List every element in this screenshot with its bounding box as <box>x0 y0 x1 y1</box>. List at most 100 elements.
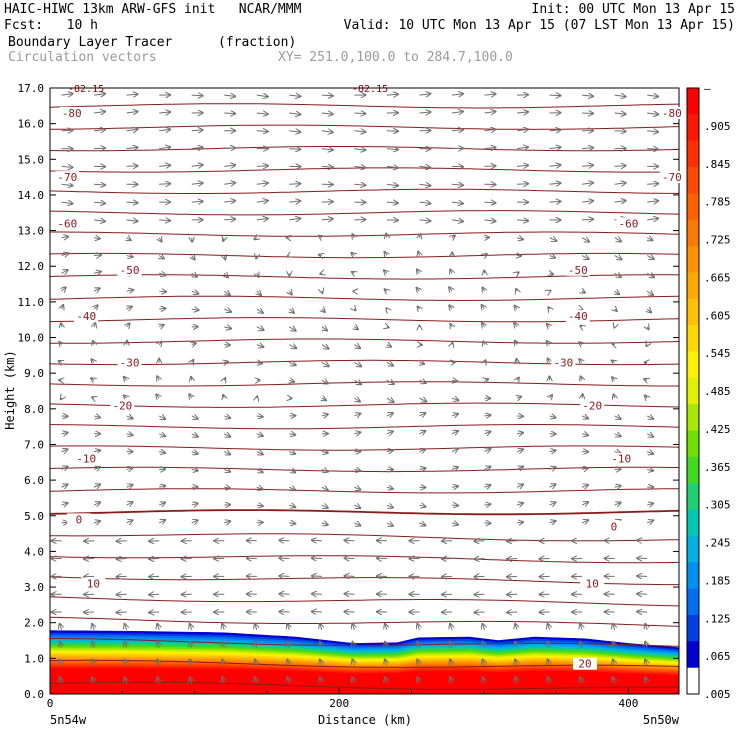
wind-vector <box>289 201 300 202</box>
wind-vector <box>256 166 268 167</box>
contour-line <box>49 466 679 473</box>
colorbar-swatch <box>687 351 699 379</box>
wind-vector <box>582 165 593 166</box>
wind-vector <box>91 378 94 380</box>
wind-vector <box>449 287 452 291</box>
wind-vector <box>419 112 430 113</box>
wind-vector <box>289 309 294 313</box>
wind-vector <box>287 624 289 630</box>
contour-label: -30 <box>553 356 573 369</box>
wind-vector <box>92 397 94 398</box>
wind-vector <box>647 184 658 185</box>
wind-vector <box>92 660 94 666</box>
wind-vector <box>157 677 159 684</box>
wind-vector <box>127 307 132 310</box>
wind-vector <box>386 202 398 203</box>
wind-vector <box>289 523 295 524</box>
wind-vector <box>549 416 556 418</box>
y-tick-label: 13.0 <box>18 225 45 238</box>
wind-vector <box>419 523 425 526</box>
wind-vector <box>581 434 588 436</box>
contour-line <box>49 274 680 280</box>
wind-vector <box>580 326 582 327</box>
contour-label-bg <box>580 577 605 590</box>
wind-vector <box>126 129 138 130</box>
wind-vector <box>451 414 458 416</box>
contour-line <box>49 381 679 387</box>
wind-vector <box>516 449 523 451</box>
y-tick-label: 9.0 <box>24 367 44 380</box>
wind-vector <box>127 238 131 241</box>
wind-vector <box>256 131 268 132</box>
y-tick-label: 15.0 <box>18 153 45 166</box>
wind-vector <box>224 434 230 437</box>
colorbar-label: .245 <box>704 537 731 550</box>
wind-vector <box>386 487 393 489</box>
wind-vector <box>59 361 62 363</box>
wind-vector <box>224 113 235 114</box>
colorbar-label: .905 <box>704 120 731 133</box>
wind-vector <box>320 624 322 630</box>
wind-vector <box>94 323 95 327</box>
colorbar-swatch <box>687 140 699 168</box>
wind-vector <box>615 309 617 311</box>
wind-vector <box>94 220 105 222</box>
wind-vector <box>614 95 626 96</box>
wind-vector <box>61 166 73 167</box>
wind-vector <box>579 359 582 362</box>
wind-vector <box>645 624 647 630</box>
wind-vector <box>256 256 257 259</box>
wind-vector <box>127 323 130 326</box>
colorbar-label: – <box>704 82 711 95</box>
wind-vector <box>256 487 263 489</box>
contour-line <box>49 681 680 690</box>
wind-vector <box>60 624 62 630</box>
y-tick-label: 11.0 <box>18 296 45 309</box>
wind-vector <box>417 269 420 273</box>
wind-vector <box>482 288 484 292</box>
wind-vector <box>354 166 365 167</box>
wind-vector <box>94 94 105 95</box>
wind-vector <box>614 131 626 132</box>
wind-vector <box>190 624 192 630</box>
wind-vector <box>485 254 487 256</box>
wind-vector <box>549 130 561 131</box>
contour-line <box>50 424 680 430</box>
wind-vector <box>354 505 360 508</box>
colorbar-swatch <box>687 114 699 142</box>
wind-vector <box>646 273 654 277</box>
contour-line <box>49 188 680 194</box>
wind-vector <box>485 360 486 362</box>
colorbar-label: .125 <box>704 612 731 625</box>
contour-label: 20 <box>578 658 591 671</box>
wind-vector <box>419 94 430 95</box>
wind-vector <box>582 468 588 469</box>
wind-vector <box>224 487 230 488</box>
wind-vector <box>61 522 68 523</box>
wind-vector <box>419 413 425 416</box>
wind-vector <box>222 642 224 648</box>
wind-vector <box>61 503 68 505</box>
wind-vector <box>61 323 62 327</box>
wind-vector <box>321 452 328 453</box>
wind-vector <box>157 660 159 666</box>
cross-section-endpoints: XY= 251.0,100.0 to 284.7,100.0 <box>278 50 513 65</box>
wind-vector <box>451 449 458 452</box>
circulation-vectors <box>52 94 659 684</box>
contour-line <box>49 445 680 451</box>
contour-line <box>49 252 680 259</box>
wind-vector <box>61 237 69 238</box>
colorbar-label: .005 <box>704 688 731 701</box>
wind-vector <box>614 273 621 277</box>
wind-vector <box>354 309 355 310</box>
wind-vector <box>647 238 652 241</box>
wind-vector <box>646 345 647 346</box>
wind-vector <box>191 130 203 131</box>
wind-vector <box>612 377 615 380</box>
contour-line <box>49 402 680 408</box>
wind-vector <box>223 238 224 241</box>
wind-vector <box>517 184 528 185</box>
wind-vector <box>549 183 561 184</box>
wind-vector <box>582 113 593 114</box>
wind-vector <box>517 359 518 363</box>
